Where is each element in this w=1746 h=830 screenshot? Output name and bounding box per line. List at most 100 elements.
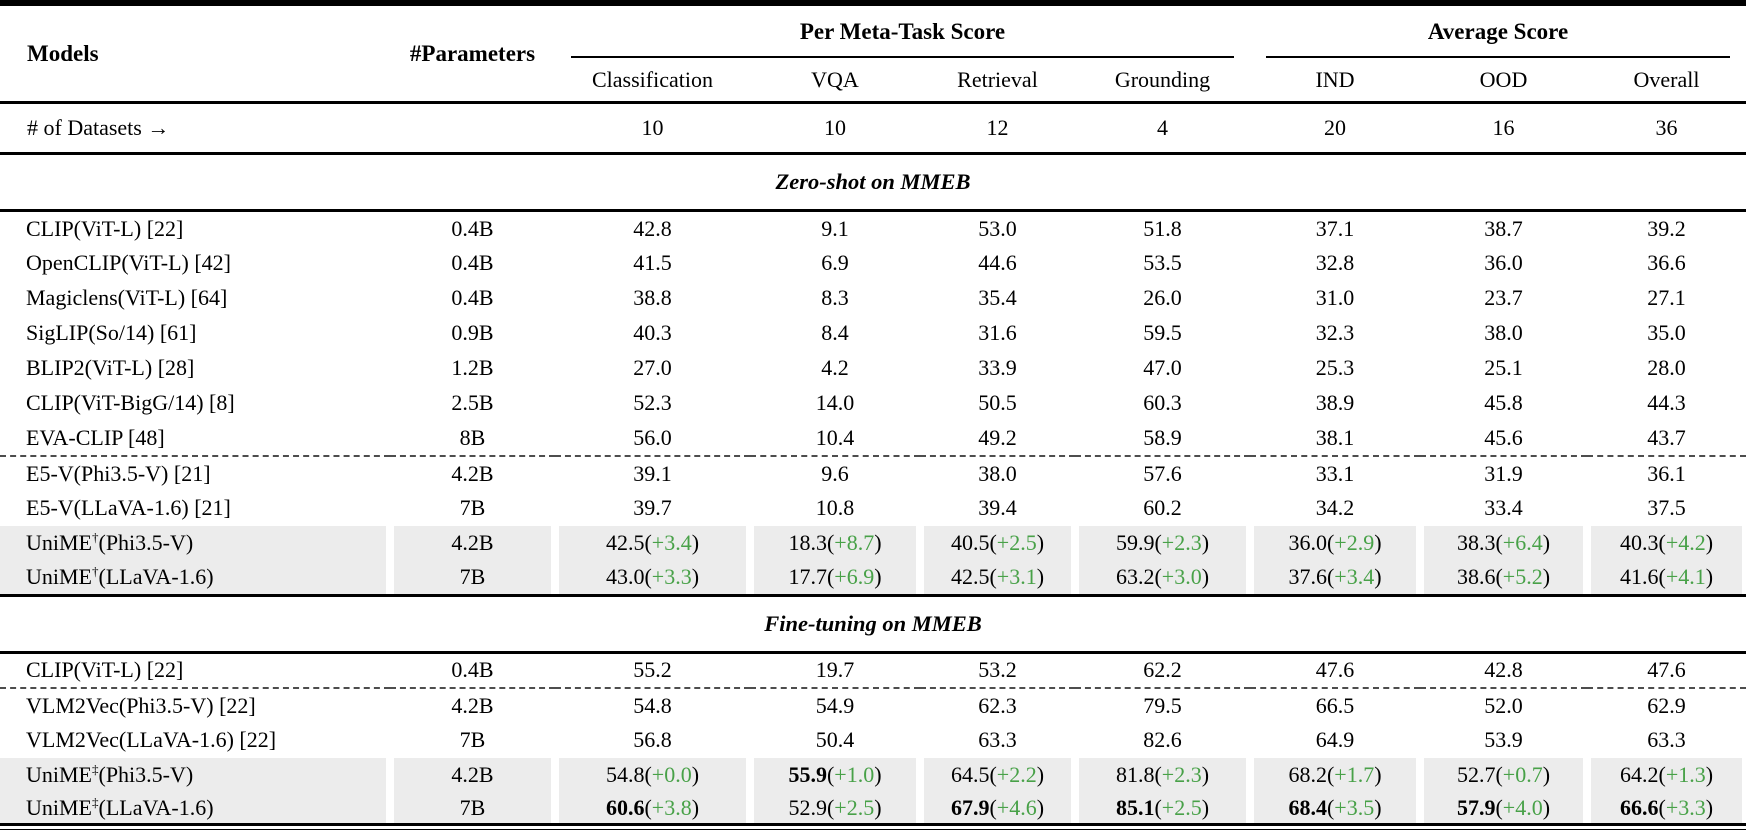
score-cell: 60.3 [1143, 390, 1182, 415]
score-delta: +1.0 [834, 762, 875, 787]
score-delta: +2.5 [834, 794, 875, 820]
score-cell: 34.2 [1315, 495, 1355, 520]
score-cell: 38.0 [978, 460, 1017, 486]
score-cell: 66.6(+3.3) [1587, 792, 1746, 830]
model-name-cell: Magiclens(ViT-L) [64] [26, 285, 228, 310]
score-delta: +4.2 [1665, 530, 1706, 555]
score-cell: 85.1(+2.5) [1075, 792, 1251, 830]
column-header-overall: Overall [1587, 58, 1746, 104]
parameter-count-cell: 0.4B [451, 215, 494, 241]
score-cell: 18.3(+8.7) [750, 525, 920, 561]
score-cell: 47.6 [1587, 652, 1746, 689]
dagger-superscript: ‡ [92, 761, 99, 777]
score-delta: +2.3 [1161, 762, 1202, 787]
score-cell: 53.5 [1143, 250, 1182, 275]
parameter-count-cell: 4.2B [451, 460, 494, 486]
dagger-superscript: † [92, 563, 99, 579]
score-cell: 39.7 [633, 495, 672, 520]
model-name-cell: E5-V(LLaVA-1.6) [21] [26, 495, 231, 520]
model-name-cell: E5-V(Phi3.5-V) [21] [26, 460, 211, 486]
column-header-parameters: #Parameters [390, 0, 555, 104]
score-cell: 57.6 [1143, 460, 1182, 486]
score-delta: +4.1 [1665, 564, 1706, 590]
parameter-count-cell: 4.2B [390, 757, 555, 793]
score-cell: 27.1 [1647, 285, 1686, 310]
score-delta: +4.0 [1502, 794, 1543, 820]
score-cell: 6.9 [821, 250, 849, 275]
parameter-count-cell: 0.4B [451, 285, 494, 310]
score-cell: 40.3 [633, 320, 672, 345]
datasets-count: 10 [750, 102, 920, 155]
table-row: Magiclens(ViT-L) [64] 0.4B 38.8 8.3 35.4 26.0… [0, 281, 1746, 316]
score-cell: 37.6(+3.4) [1250, 560, 1420, 596]
model-name-cell: SigLIP(So/14) [61] [26, 320, 197, 345]
score-cell: 47.6 [1250, 652, 1421, 689]
score-cell: 50.4 [815, 727, 855, 752]
score-cell: 35.4 [978, 285, 1017, 310]
score-cell: 38.0 [1484, 320, 1523, 345]
score-delta: +3.4 [651, 530, 692, 555]
score-cell: 9.1 [821, 215, 849, 241]
parameter-count-cell: 0.9B [451, 320, 494, 345]
score-cell: 52.0 [1484, 692, 1523, 718]
score-cell: 9.6 [821, 460, 849, 486]
score-cell: 32.8 [1315, 250, 1355, 275]
score-cell: 58.9 [1075, 420, 1251, 457]
score-cell: 59.5 [1143, 320, 1182, 345]
score-cell: 17.7(+6.9) [750, 560, 920, 596]
score-cell: 42.5(+3.1) [920, 560, 1075, 596]
score-cell: 52.3 [633, 390, 672, 415]
model-name-cell: VLM2Vec(Phi3.5-V) [22] [26, 692, 256, 718]
table-row: E5-V(Phi3.5-V) [21] 4.2B 39.1 9.6 38.0 57.6 33… [0, 456, 1746, 491]
parameter-count-cell: 0.4B [390, 652, 555, 689]
datasets-count: 10 [555, 102, 750, 155]
score-delta: +3.3 [1665, 794, 1706, 820]
score-cell: 52.7(+0.7) [1420, 757, 1587, 793]
score-cell: 10.4 [750, 420, 920, 457]
datasets-row-label: # of Datasets → [0, 102, 390, 155]
model-name-cell: UniME‡(Phi3.5-V) [0, 757, 390, 793]
score-cell: 19.7 [750, 652, 920, 689]
datasets-count-row: # of Datasets → 10 10 12 4 20 16 36 [0, 102, 1746, 155]
datasets-count: 4 [1075, 102, 1251, 155]
score-cell: 33.4 [1484, 495, 1523, 520]
column-header-vqa: VQA [750, 58, 920, 104]
section-title: Fine-tuning on MMEB [0, 594, 1746, 654]
model-name-cell: UniME‡(LLaVA-1.6) [0, 792, 390, 830]
score-cell: 40.3(+4.2) [1587, 525, 1746, 561]
score-delta: +3.3 [651, 564, 692, 590]
parameter-count-cell: 7B [390, 792, 555, 830]
score-cell: 42.8 [633, 215, 672, 241]
datasets-count: 16 [1420, 102, 1588, 155]
score-cell: 27.0 [633, 355, 672, 380]
score-cell: 45.6 [1420, 420, 1588, 457]
score-cell: 41.6(+4.1) [1587, 560, 1746, 596]
score-cell: 82.6 [1143, 727, 1182, 752]
score-cell: 35.0 [1647, 320, 1686, 345]
score-cell: 81.8(+2.3) [1075, 757, 1250, 793]
score-cell: 60.6(+3.8) [555, 792, 750, 830]
score-delta: +5.2 [1502, 564, 1543, 590]
table-row: SigLIP(So/14) [61] 0.9B 40.3 8.4 31.6 59.5 32.… [0, 316, 1746, 351]
model-name-cell: UniME†(LLaVA-1.6) [0, 560, 390, 596]
section-title: Zero-shot on MMEB [0, 152, 1746, 212]
table-body: Zero-shot on MMEB CLIP(ViT-L) [22] 0.4B 42.… [0, 152, 1746, 830]
score-delta: +2.9 [1334, 530, 1375, 555]
score-cell: 40.5(+2.5) [920, 525, 1075, 561]
parameter-count-cell: 7B [459, 727, 486, 752]
score-cell: 32.3 [1315, 320, 1355, 345]
score-cell: 26.0 [1143, 285, 1182, 310]
score-cell: 38.9 [1315, 390, 1355, 415]
score-delta: +3.4 [1334, 564, 1375, 590]
score-cell: 54.8(+0.0) [555, 757, 750, 793]
table-row: CLIP(ViT-L) [22] 0.4B 42.8 9.1 53.0 51.8 37.1 3… [0, 211, 1746, 246]
score-cell: 38.6(+5.2) [1420, 560, 1587, 596]
score-cell: 68.2(+1.7) [1250, 757, 1420, 793]
parameter-count-cell: 2.5B [451, 390, 494, 415]
score-cell: 38.1 [1250, 420, 1421, 457]
score-cell: 39.1 [633, 460, 672, 486]
parameter-count-cell: 4.2B [451, 692, 494, 718]
score-cell: 43.0(+3.3) [555, 560, 750, 596]
datasets-count: 20 [1250, 102, 1421, 155]
